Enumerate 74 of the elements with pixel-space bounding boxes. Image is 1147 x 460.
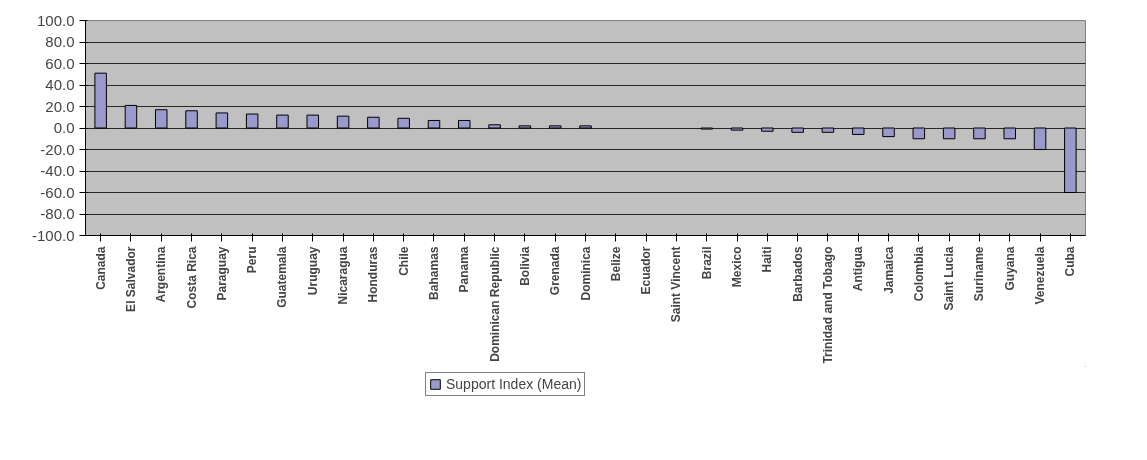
bar	[821, 127, 835, 133]
bar	[367, 116, 380, 129]
bar	[942, 127, 956, 140]
x-tick-label: Guyana	[1002, 246, 1017, 291]
x-tick-label: Dominican Republic	[487, 246, 502, 362]
x-tick-label: Panama	[457, 246, 472, 293]
y-tick-label: -20.0	[40, 140, 75, 158]
y-tick-label: -40.0	[40, 162, 75, 179]
x-tick-label: Colombia	[911, 246, 926, 302]
bar	[730, 127, 744, 131]
y-tick-label: -80.0	[40, 205, 75, 222]
x-tick-label: Honduras	[366, 246, 381, 303]
legend-label: Support Index (Mean)	[446, 376, 582, 392]
x-tick-label: Guatemala	[275, 246, 290, 308]
bar	[397, 117, 410, 129]
bar	[306, 114, 320, 129]
bar	[185, 110, 198, 129]
x-tick-label: Mexico	[730, 246, 745, 288]
bar	[215, 112, 229, 129]
bar	[1064, 127, 1077, 193]
x-tick-label: Canada	[93, 246, 108, 290]
bar	[882, 127, 895, 138]
bar	[124, 104, 138, 129]
bar	[276, 114, 289, 129]
y-tick-label: 0.0	[53, 119, 75, 136]
x-tick-label: Uruguay	[305, 246, 320, 296]
y-tick-label: 100.0	[36, 11, 75, 29]
bar	[761, 127, 774, 132]
x-tick-label: Ecuador	[639, 246, 654, 295]
bar	[427, 119, 441, 129]
bar	[1033, 127, 1047, 150]
x-tick-label: Saint Lucia	[942, 246, 957, 311]
y-tick-label: -100.0	[31, 226, 75, 244]
y-tick-label: 20.0	[45, 97, 75, 115]
x-tick-label: Cuba	[1063, 246, 1078, 277]
x-tick-label: Dominica	[578, 246, 593, 301]
x-tick-label: Trinidad and Tobago	[820, 246, 835, 364]
x-tick-label: Bolivia	[517, 246, 532, 286]
y-tick-label: -60.0	[40, 183, 75, 201]
x-tick-label: Argentina	[154, 246, 169, 303]
x-tick-label: Belize	[608, 246, 623, 282]
x-tick-label: Venezuela	[1033, 246, 1048, 305]
bar	[579, 125, 592, 129]
bar	[1003, 127, 1016, 140]
x-tick-label: Brazil	[699, 246, 714, 280]
y-tick-label: 60.0	[45, 54, 75, 72]
bar	[458, 119, 471, 129]
x-tick-label: Paraguay	[214, 246, 229, 301]
x-tick-label: Chile	[396, 246, 411, 276]
bar	[912, 127, 926, 140]
y-tick-label: 40.0	[45, 76, 75, 93]
x-tick-label: Nicaragua	[336, 246, 351, 305]
bar	[245, 113, 259, 129]
bar	[548, 125, 562, 129]
x-tick-label: Suriname	[972, 246, 987, 302]
x-tick-label: Bahamas	[426, 246, 441, 300]
bar	[973, 127, 986, 140]
x-tick-label: Grenada	[548, 246, 563, 296]
x-tick-label: Peru	[245, 246, 260, 274]
bar	[488, 124, 501, 129]
bar	[518, 125, 532, 129]
bar	[851, 127, 865, 135]
x-tick-label: Jamaica	[881, 246, 896, 294]
bar	[336, 115, 350, 129]
x-tick-label: Antigua	[851, 246, 866, 292]
y-tick-label: 80.0	[45, 33, 75, 50]
x-tick-label: Haiti	[760, 246, 775, 273]
bar	[155, 109, 168, 129]
x-tick-label: Costa Rica	[184, 246, 199, 309]
bar	[94, 72, 107, 129]
x-tick-label: Barbados	[790, 246, 805, 302]
x-tick-label: El Salvador	[123, 246, 138, 312]
x-tick-label: Saint Vincent	[669, 246, 684, 323]
bar	[791, 127, 804, 133]
